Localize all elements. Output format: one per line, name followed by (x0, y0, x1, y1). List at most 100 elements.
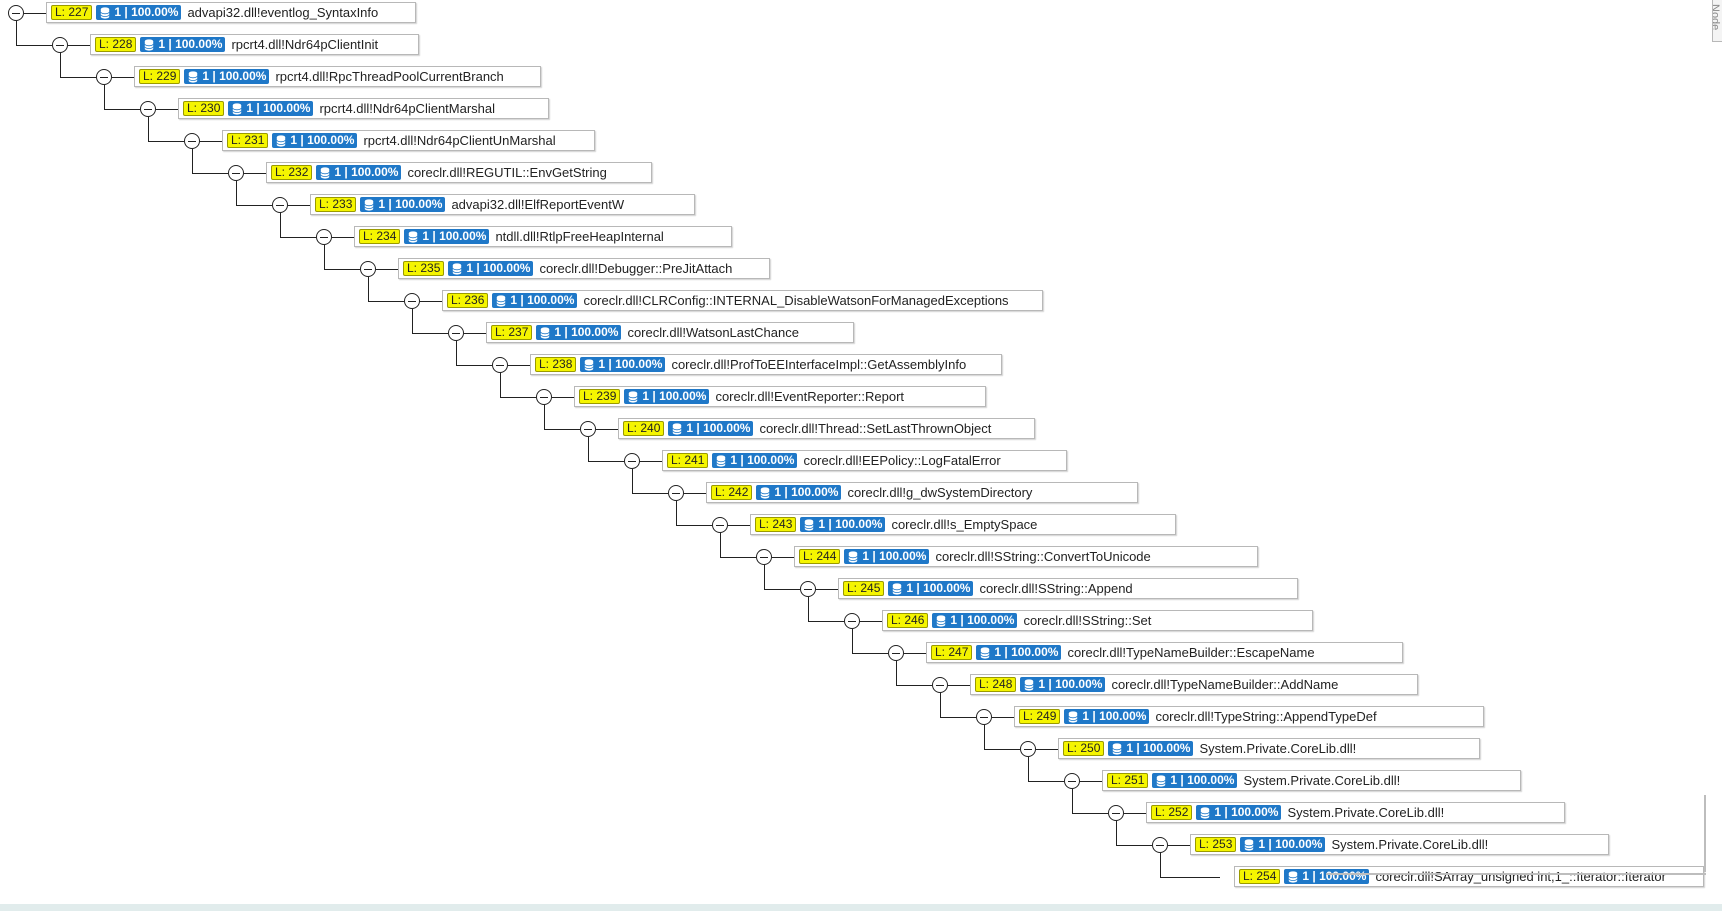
collapse-minus-icon[interactable] (228, 165, 244, 181)
tree-node[interactable]: L: 238 1 | 100.00% coreclr.dll!ProfToEEInt… (530, 354, 1002, 375)
function-name: rpcrt4.dll!Ndr64pClientUnMarshal (363, 133, 556, 148)
tree-node[interactable]: L: 235 1 | 100.00% coreclr.dll!Debugger::P… (398, 258, 770, 279)
collapse-minus-icon[interactable] (448, 325, 464, 341)
tree-connector-horizontal (332, 237, 354, 238)
count-value: 1 | 100.00% (1170, 773, 1235, 787)
level-badge: L: 235 (403, 261, 445, 276)
level-badge: L: 249 (1019, 709, 1061, 724)
collapse-minus-icon[interactable] (8, 5, 24, 21)
function-name: coreclr.dll!Thread::SetLastThrownObject (759, 421, 992, 436)
tree-node[interactable]: L: 234 1 | 100.00% ntdll.dll!RtlpFreeHeapI… (354, 226, 732, 247)
tree-node[interactable]: L: 230 1 | 100.00% rpcrt4.dll!Ndr64pClient… (178, 98, 549, 119)
function-name: coreclr.dll!REGUTIL::EnvGetString (407, 165, 607, 180)
tree-node[interactable]: L: 248 1 | 100.00% coreclr.dll!TypeNameBui… (970, 674, 1418, 695)
tree-connector-horizontal (156, 109, 178, 110)
collapse-minus-icon[interactable] (932, 677, 948, 693)
tree-connector-horizontal (1080, 781, 1102, 782)
database-icon (1244, 838, 1258, 851)
tree-connector-horizontal (368, 301, 404, 302)
collapse-minus-icon[interactable] (184, 133, 200, 149)
function-name: System.Private.CoreLib.dll! (1331, 837, 1489, 852)
collapse-minus-icon[interactable] (888, 645, 904, 661)
tree-node[interactable]: L: 254 1 | 100.00% coreclr.dll!SArray_unsi… (1234, 866, 1704, 887)
tree-node[interactable]: L: 240 1 | 100.00% coreclr.dll!Thread::Set… (618, 418, 1035, 439)
collapse-minus-icon[interactable] (1020, 741, 1036, 757)
tree-connector-vertical (896, 661, 897, 685)
level-badge: L: 233 (315, 197, 357, 212)
collapse-minus-icon[interactable] (316, 229, 332, 245)
tree-node[interactable]: L: 229 1 | 100.00% rpcrt4.dll!RpcThreadPoo… (134, 66, 541, 87)
tree-connector-vertical (60, 53, 61, 77)
tree-connector-vertical (940, 693, 941, 717)
tree-node[interactable]: L: 244 1 | 100.00% coreclr.dll!SString::Co… (794, 546, 1258, 567)
tree-node[interactable]: L: 242 1 | 100.00% coreclr.dll!g_dwSystemD… (706, 482, 1138, 503)
tree-node[interactable]: L: 228 1 | 100.00% rpcrt4.dll!Ndr64pClient… (90, 34, 419, 55)
database-icon (540, 326, 554, 339)
tree-connector-vertical (852, 629, 853, 653)
tree-connector-horizontal (456, 365, 492, 366)
tree-node[interactable]: L: 227 1 | 100.00% advapi32.dll!eventlog_S… (46, 2, 416, 23)
database-icon (892, 582, 906, 595)
count-badge: 1 | 100.00% (492, 293, 578, 308)
tree-node[interactable]: L: 251 1 | 100.00% System.Private.CoreLib.… (1102, 770, 1521, 791)
collapse-minus-icon[interactable] (756, 549, 772, 565)
function-name: rpcrt4.dll!Ndr64pClientMarshal (319, 101, 496, 116)
collapse-minus-icon[interactable] (272, 197, 288, 213)
tree-node[interactable]: L: 241 1 | 100.00% coreclr.dll!EEPolicy::L… (662, 450, 1067, 471)
tree-node[interactable]: L: 237 1 | 100.00% coreclr.dll!WatsonLastC… (486, 322, 854, 343)
collapse-minus-icon[interactable] (404, 293, 420, 309)
function-name: ntdll.dll!RtlpFreeHeapInternal (495, 229, 664, 244)
database-icon (1112, 742, 1126, 755)
tree-node[interactable]: L: 236 1 | 100.00% coreclr.dll!CLRConfig::… (442, 290, 1043, 311)
tree-connector-horizontal (324, 269, 360, 270)
collapse-minus-icon[interactable] (624, 453, 640, 469)
tree-connector-horizontal (720, 557, 756, 558)
collapse-minus-icon[interactable] (1152, 837, 1168, 853)
database-icon (584, 358, 598, 371)
collapse-minus-icon[interactable] (976, 709, 992, 725)
collapse-minus-icon[interactable] (800, 581, 816, 597)
tree-node[interactable]: L: 232 1 | 100.00% coreclr.dll!REGUTIL::En… (266, 162, 652, 183)
function-name: rpcrt4.dll!RpcThreadPoolCurrentBranch (275, 69, 504, 84)
tree-node[interactable]: L: 253 1 | 100.00% System.Private.CoreLib.… (1190, 834, 1609, 855)
count-badge: 1 | 100.00% (932, 613, 1018, 628)
collapse-minus-icon[interactable] (360, 261, 376, 277)
tree-connector-vertical (500, 373, 501, 397)
collapse-minus-icon[interactable] (844, 613, 860, 629)
tree-connector-horizontal (852, 653, 888, 654)
count-value: 1 | 100.00% (598, 357, 663, 371)
collapse-minus-icon[interactable] (1108, 805, 1124, 821)
level-badge: L: 238 (535, 357, 577, 372)
tree-node[interactable]: L: 250 1 | 100.00% System.Private.CoreLib.… (1058, 738, 1480, 759)
tree-node[interactable]: L: 252 1 | 100.00% System.Private.CoreLib.… (1146, 802, 1565, 823)
vertical-scrollbar[interactable] (1704, 795, 1706, 872)
horizontal-scrollbar[interactable] (1326, 873, 1706, 875)
collapse-minus-icon[interactable] (140, 101, 156, 117)
collapse-minus-icon[interactable] (536, 389, 552, 405)
collapse-minus-icon[interactable] (712, 517, 728, 533)
tree-connector-horizontal (500, 397, 536, 398)
tree-connector-horizontal (1028, 781, 1064, 782)
collapse-minus-icon[interactable] (1064, 773, 1080, 789)
collapse-minus-icon[interactable] (52, 37, 68, 53)
collapse-minus-icon[interactable] (668, 485, 684, 501)
function-name: coreclr.dll!SArray_unsigned int,1_::Iter… (1375, 869, 1666, 884)
tree-connector-horizontal (508, 365, 530, 366)
tree-node[interactable]: L: 245 1 | 100.00% coreclr.dll!SString::Ap… (838, 578, 1298, 599)
tree-node[interactable]: L: 246 1 | 100.00% coreclr.dll!SString::Se… (882, 610, 1313, 631)
tree-node[interactable]: L: 247 1 | 100.00% coreclr.dll!TypeNameBui… (926, 642, 1403, 663)
tree-connector-horizontal (676, 525, 712, 526)
tree-connector-horizontal (1168, 845, 1190, 846)
collapse-minus-icon[interactable] (96, 69, 112, 85)
collapse-minus-icon[interactable] (492, 357, 508, 373)
level-badge: L: 248 (975, 677, 1017, 692)
tree-node[interactable]: L: 249 1 | 100.00% coreclr.dll!TypeString:… (1014, 706, 1484, 727)
tree-node[interactable]: L: 233 1 | 100.00% advapi32.dll!ElfReportE… (310, 194, 695, 215)
tree-node[interactable]: L: 231 1 | 100.00% rpcrt4.dll!Ndr64pClient… (222, 130, 595, 151)
tree-node[interactable]: L: 239 1 | 100.00% coreclr.dll!EventReport… (574, 386, 986, 407)
side-panel-tab[interactable]: Node (1712, 0, 1722, 42)
count-value: 1 | 100.00% (906, 581, 971, 595)
function-name: rpcrt4.dll!Ndr64pClientInit (231, 37, 379, 52)
collapse-minus-icon[interactable] (580, 421, 596, 437)
tree-node[interactable]: L: 243 1 | 100.00% coreclr.dll!s_EmptySpac… (750, 514, 1176, 535)
